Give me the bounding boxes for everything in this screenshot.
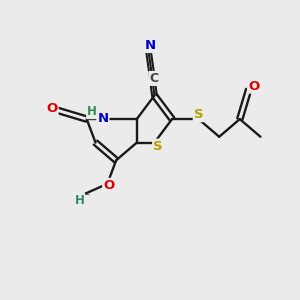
Text: O: O bbox=[248, 80, 260, 93]
Text: S: S bbox=[153, 140, 163, 153]
Text: O: O bbox=[46, 102, 58, 115]
Text: C: C bbox=[149, 72, 158, 85]
Text: N: N bbox=[144, 39, 156, 52]
Text: ⁻: ⁻ bbox=[85, 192, 90, 202]
Text: H: H bbox=[74, 194, 84, 207]
Text: O: O bbox=[103, 179, 114, 192]
Text: S: S bbox=[194, 108, 203, 121]
Text: N: N bbox=[97, 112, 109, 125]
Text: H: H bbox=[87, 105, 97, 118]
